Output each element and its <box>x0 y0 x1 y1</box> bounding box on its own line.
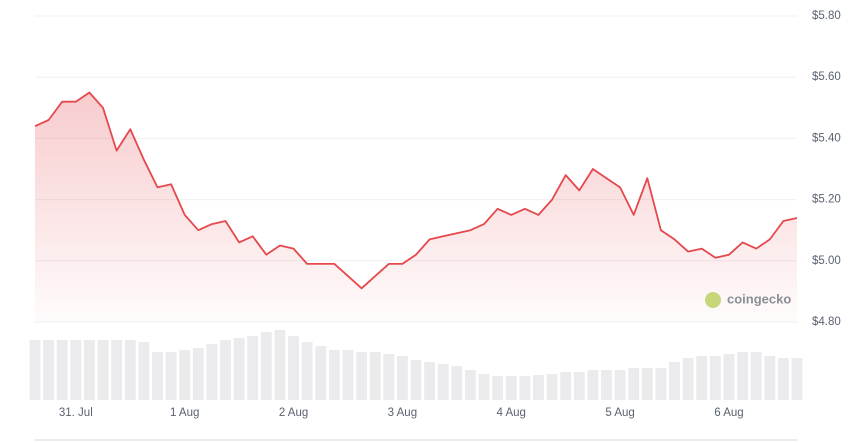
volume-bar <box>777 358 789 400</box>
watermark: coingecko <box>705 291 791 308</box>
volume-bar <box>152 352 163 400</box>
volume-bar <box>614 370 626 400</box>
volume-bar <box>356 352 368 400</box>
volume-bar <box>723 354 735 400</box>
volume-bar <box>206 344 218 400</box>
volume-bar <box>546 374 558 400</box>
volume-bar <box>424 362 436 400</box>
volume-bar <box>533 375 544 400</box>
x-tick-label: 5 Aug <box>605 407 634 419</box>
y-tick-label: $5.60 <box>812 71 841 83</box>
volume-bar <box>573 372 585 400</box>
volume-bar <box>464 370 476 400</box>
volume-bar <box>369 352 381 400</box>
volume-bar <box>601 370 612 400</box>
volume-bar <box>641 368 653 400</box>
x-tick-label: 1 Aug <box>170 407 199 419</box>
x-tick-label: 3 Aug <box>388 407 417 419</box>
volume-bar <box>696 356 708 400</box>
volume-bar <box>655 368 667 400</box>
watermark-text: coingecko <box>727 291 791 306</box>
volume-bar <box>478 374 490 400</box>
volume-bar <box>192 348 204 400</box>
volume-bar <box>560 372 572 400</box>
volume-bar <box>315 346 327 400</box>
watermark-icon <box>705 292 721 308</box>
volume-bar <box>669 362 680 400</box>
volume-bar <box>328 350 340 400</box>
volume-bar <box>29 340 41 400</box>
volume-bar <box>682 358 694 400</box>
volume-bar <box>83 340 95 400</box>
volume-bar <box>750 352 762 400</box>
volume-bar <box>505 376 517 400</box>
volume-bar <box>410 360 422 400</box>
volume-bar <box>451 366 463 400</box>
volume-bar <box>288 336 299 400</box>
volume-bar <box>97 340 109 400</box>
x-tick-label: 6 Aug <box>714 407 743 419</box>
volume-bar <box>492 376 504 400</box>
price-line <box>34 91 798 290</box>
volume-bar <box>179 350 191 400</box>
volume-bar <box>301 342 313 400</box>
volume-bar <box>764 356 776 400</box>
volume-bar <box>247 336 259 400</box>
volume-bar <box>587 370 599 400</box>
x-tick-label: 31. Jul <box>59 407 93 419</box>
volume-bar <box>56 340 68 400</box>
volume-bar <box>383 354 395 400</box>
y-tick-label: $5.00 <box>812 255 841 267</box>
volume-bar <box>737 352 749 400</box>
volume-bar <box>124 340 136 400</box>
area <box>35 92 797 322</box>
volume-bar <box>396 356 408 400</box>
volume-bar <box>437 364 449 400</box>
volume-bar <box>709 356 721 400</box>
y-tick-label: $5.80 <box>812 10 841 22</box>
y-tick-label: $5.20 <box>812 194 841 206</box>
x-tick-label: 4 Aug <box>497 407 526 419</box>
volume-bar <box>70 340 82 400</box>
volume-bar <box>43 340 55 400</box>
volume-bar <box>138 342 150 400</box>
volume-bar <box>111 340 123 400</box>
volume-bar <box>791 358 803 400</box>
volume-bar <box>519 376 531 400</box>
volume-bar <box>165 352 177 400</box>
volume-bar <box>233 338 245 400</box>
volume-bar <box>342 350 354 400</box>
volume-bar <box>220 340 231 400</box>
volume-bar <box>628 368 640 400</box>
volume-bar <box>274 330 286 400</box>
y-tick-label: $5.40 <box>812 132 841 144</box>
x-tick-label: 2 Aug <box>279 407 308 419</box>
y-tick-label: $4.80 <box>812 316 841 328</box>
volume-bar <box>260 332 272 400</box>
